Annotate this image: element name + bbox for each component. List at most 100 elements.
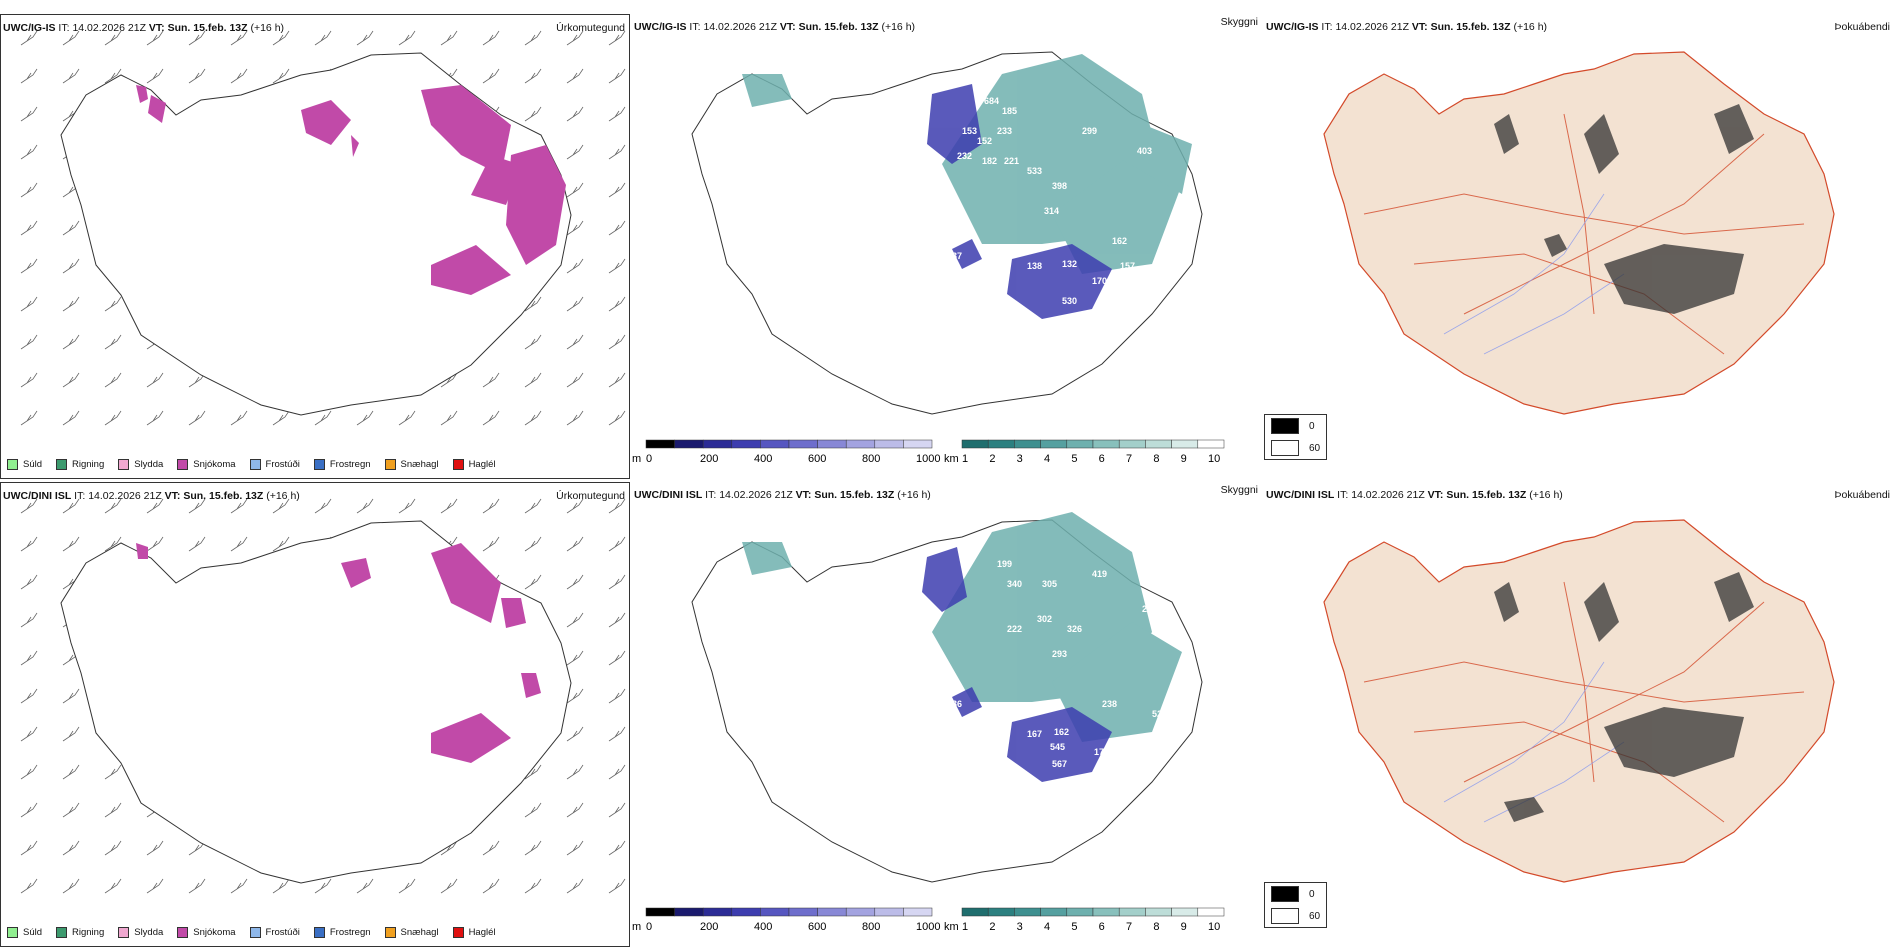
- wind-barb: [20, 536, 38, 552]
- legend-swatch: [249, 459, 261, 470]
- legend-swatch: [118, 459, 130, 470]
- colorbar-tick: 9: [1181, 921, 1187, 933]
- wind-barb: [20, 334, 38, 350]
- wind-barb: [440, 372, 458, 388]
- colorbar-segment: [1066, 439, 1094, 449]
- roads: [1363, 581, 1805, 823]
- legend-item-rigning: Rigning: [56, 459, 104, 470]
- wind-barb: [440, 410, 458, 426]
- fog-swatch: [1271, 440, 1299, 456]
- panel-label: Þokuábendi: [1834, 489, 1890, 501]
- wind-barb: [566, 296, 584, 312]
- fog-legend-row: 60: [1265, 905, 1326, 927]
- colorbar-segment: [903, 439, 933, 449]
- wind-barb: [524, 840, 542, 856]
- fog-swatch: [1271, 886, 1299, 902]
- cloud-label: 419: [1092, 569, 1107, 579]
- colorbar-tick: 3: [1017, 453, 1023, 465]
- wind-barb: [608, 68, 626, 84]
- cloud-map: 199 340 305 419 248 302 326 222 293 236 238 167 162 5…: [691, 512, 1203, 883]
- wind-barb: [398, 878, 416, 894]
- panel-title: UWC/DINI ISL IT: 14.02.2026 21Z VT: Sun.…: [1266, 489, 1563, 501]
- colorbar-tick: 5: [1071, 453, 1077, 465]
- wind-barb: [272, 30, 290, 46]
- wind-barb: [314, 410, 332, 426]
- wind-barb: [356, 30, 374, 46]
- cloud-label: 167: [1027, 729, 1042, 739]
- wind-barb: [146, 498, 164, 514]
- cloud-label: 403: [1137, 146, 1152, 156]
- wind-barb: [62, 726, 80, 742]
- wind-barb: [566, 688, 584, 704]
- colorbar-segment: [817, 907, 847, 917]
- colorbar-segment: [961, 439, 989, 449]
- wind-barb: [230, 68, 248, 84]
- wind-barb: [20, 258, 38, 274]
- wind-barb: [20, 612, 38, 628]
- colorbar-segment: [674, 439, 704, 449]
- wind-barb: [608, 296, 626, 312]
- cloud-label: 533: [1027, 166, 1042, 176]
- iceland-outline: [60, 52, 572, 416]
- colorbar-tick: 6: [1099, 921, 1105, 933]
- colorbar-tick: 7: [1126, 453, 1132, 465]
- cloud-label: 398: [1052, 181, 1067, 191]
- wind-barb: [62, 688, 80, 704]
- precip-map: [20, 498, 626, 894]
- colorbar-tick: 4: [1044, 453, 1050, 465]
- colorbar-tick: 4: [1044, 921, 1050, 933]
- legend-item-haglel: Haglél: [452, 927, 496, 938]
- colorbar-segment: [1197, 907, 1225, 917]
- legend-item-frostregn: Frostregn: [313, 459, 371, 470]
- wind-barb: [608, 650, 626, 666]
- wind-barb: [188, 536, 206, 552]
- wind-barb: [524, 410, 542, 426]
- wind-barb: [20, 764, 38, 780]
- legend-item-frostudi: Frostúði: [249, 459, 300, 470]
- legend-swatch: [56, 459, 68, 470]
- wind-barb: [608, 802, 626, 818]
- wind-barb: [566, 840, 584, 856]
- wind-barb: [608, 144, 626, 160]
- panel-title: UWC/IG-IS IT: 14.02.2026 21Z VT: Sun. 15…: [1266, 21, 1548, 33]
- cloud-label: 238: [1102, 699, 1117, 709]
- wind-barb: [566, 536, 584, 552]
- colorbar-segment: [1171, 907, 1199, 917]
- colorbar-segment: [817, 439, 847, 449]
- wind-barb: [104, 878, 122, 894]
- panel-label: Úrkomutegund: [556, 22, 625, 34]
- wind-barb: [62, 68, 80, 84]
- iceland-outline: [1323, 519, 1835, 883]
- legend-swatch: [313, 459, 325, 470]
- wind-barb: [608, 764, 626, 780]
- legend-item-sudd: Súld: [7, 927, 42, 938]
- cloud-label: 236: [947, 699, 962, 709]
- colorbar-tick: 6: [1099, 453, 1105, 465]
- wind-barb: [566, 258, 584, 274]
- wind-barb: [20, 574, 38, 590]
- wind-barb: [566, 106, 584, 122]
- wind-barb: [524, 878, 542, 894]
- wind-barb: [566, 372, 584, 388]
- wind-barb: [20, 498, 38, 514]
- wind-barb: [62, 840, 80, 856]
- colorbar-segment: [731, 907, 761, 917]
- colorbar-segment: [1118, 439, 1146, 449]
- wind-barb: [482, 498, 500, 514]
- wind-barb: [230, 498, 248, 514]
- wind-barb: [20, 726, 38, 742]
- colorbar-segment: [1014, 907, 1041, 917]
- colorbar-tick: 3: [1017, 921, 1023, 933]
- wind-barb: [440, 30, 458, 46]
- rivers: [1443, 193, 1625, 355]
- wind-barb: [524, 372, 542, 388]
- wind-barb: [440, 840, 458, 856]
- colorbar-tick: 200: [700, 453, 718, 465]
- cloud-label: 248: [1142, 604, 1157, 614]
- colorbar-tick: 400: [754, 453, 772, 465]
- wind-barb: [482, 30, 500, 46]
- colorbar-tick: 600: [808, 921, 826, 933]
- cloud-label: 221: [1004, 156, 1019, 166]
- fog-legend-row: 60: [1265, 437, 1326, 459]
